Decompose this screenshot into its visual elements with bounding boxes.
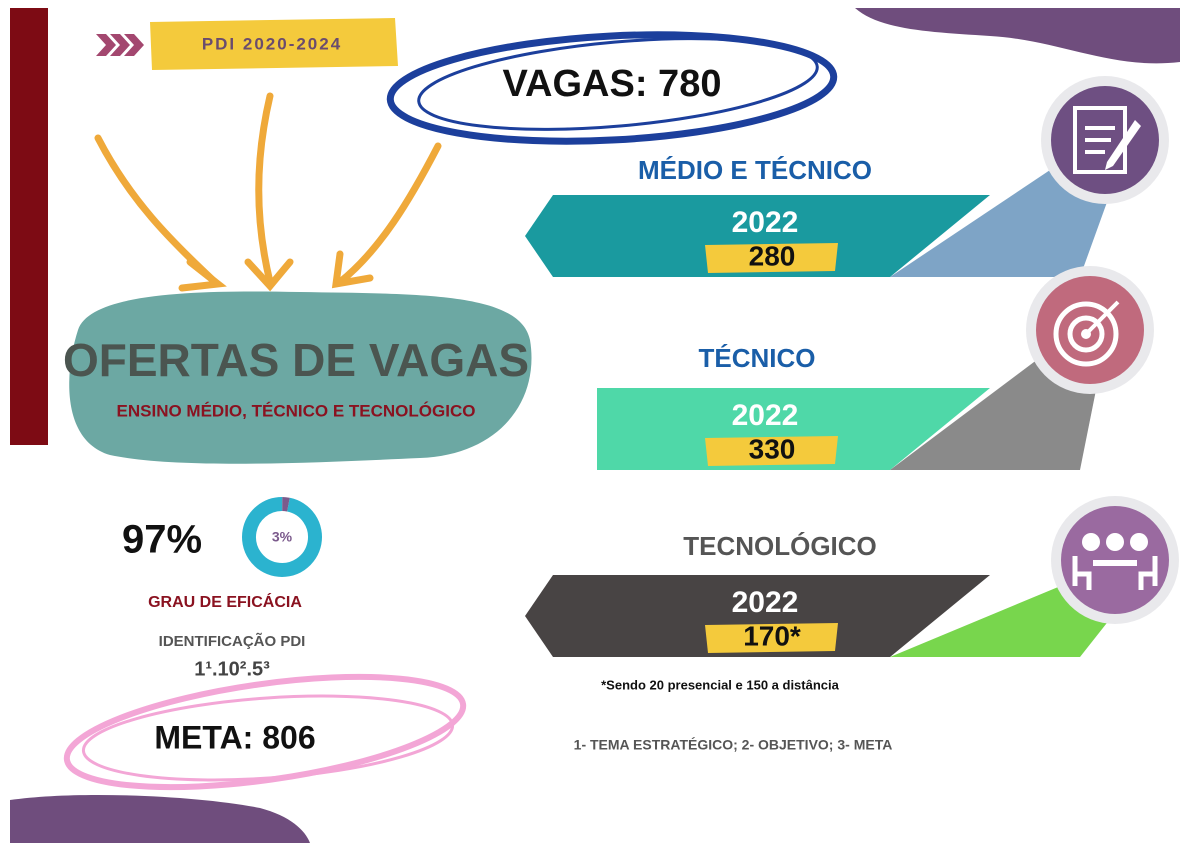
offer-count: 170*	[743, 620, 801, 651]
chevrons	[96, 34, 144, 56]
icon	[1093, 560, 1137, 566]
icon	[1130, 533, 1148, 551]
icon	[1082, 533, 1100, 551]
icon	[1106, 533, 1124, 551]
offer-count: 280	[749, 240, 796, 271]
efficacy-value: 97%	[122, 518, 202, 562]
identification-code: 1¹.10².5³	[194, 658, 270, 680]
goal-text: META: 806	[154, 719, 315, 755]
page: { "header": {"tag": "PDI 2020-2024", "to…	[0, 0, 1180, 843]
offer-title: MÉDIO E TÉCNICO	[638, 155, 872, 185]
offers: MÉDIO E TÉCNICO2022280TÉCNICO2022330TECN…	[525, 76, 1179, 657]
main-title: OFERTAS DE VAGAS	[63, 334, 529, 386]
corner-blob	[10, 795, 310, 843]
legend-note: 1- TEMA ESTRATÉGICO; 2- OBJETIVO; 3- MET…	[574, 737, 893, 753]
tag-text: PDI 2020-2024	[202, 34, 342, 53]
offer-year: 2022	[732, 399, 799, 432]
offer-year: 2022	[732, 586, 799, 619]
offer-title: TÉCNICO	[699, 343, 816, 373]
corner-blob	[855, 8, 1180, 63]
offer-title: TECNOLÓGICO	[683, 531, 877, 561]
footnote: *Sendo 20 presencial e 150 a distância	[601, 677, 840, 692]
arrows	[98, 96, 438, 288]
total-text: VAGAS: 780	[503, 63, 722, 105]
identification-label: IDENTIFICAÇÃO PDI	[159, 632, 306, 650]
offer-year: 2022	[732, 206, 799, 239]
efficacy-label: GRAU DE EFICÁCIA	[148, 592, 302, 611]
side-bar	[10, 8, 48, 445]
offer-count: 330	[749, 433, 796, 464]
infographic: PDI 2020-2024 VAGAS: 780 OFERTAS DE VAGA…	[0, 0, 1180, 843]
main-subtitle: ENSINO MÉDIO, TÉCNICO E TECNOLÓGICO	[117, 401, 476, 420]
donut-label: 3%	[272, 529, 293, 545]
